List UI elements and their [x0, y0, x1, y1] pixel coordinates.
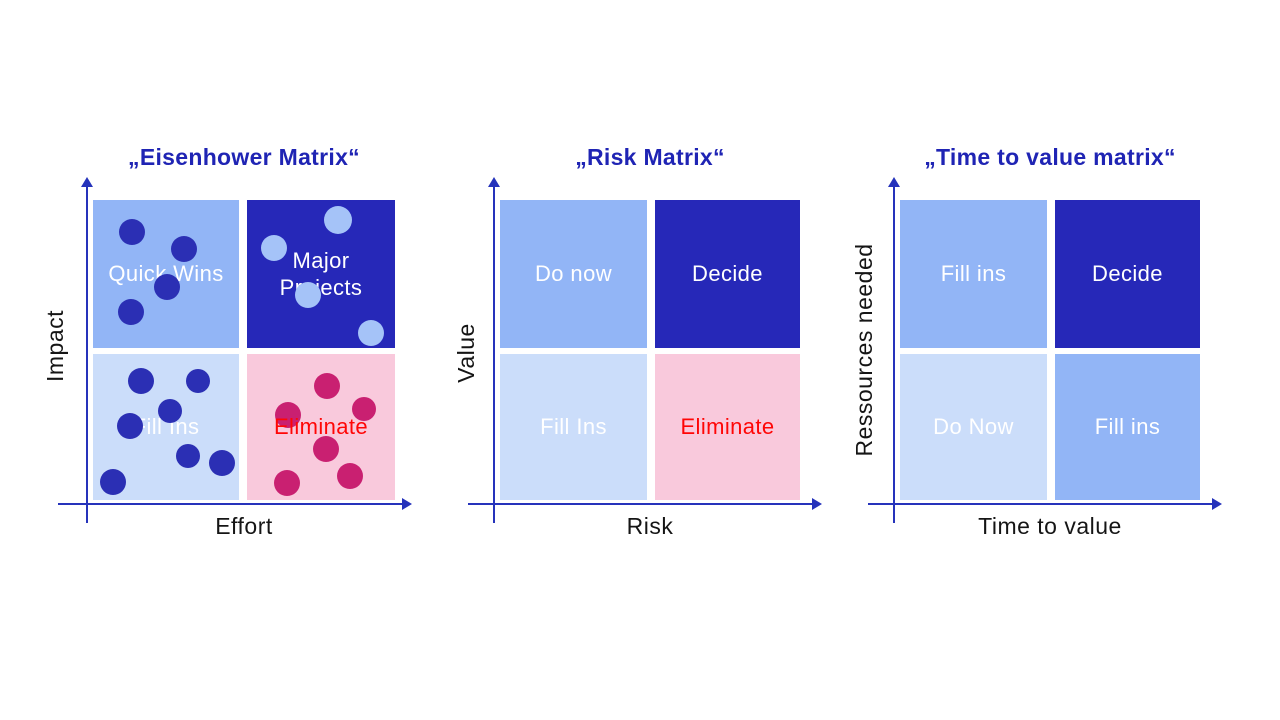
x-axis-arrow-icon	[1212, 498, 1222, 510]
y-axis	[893, 186, 895, 523]
quadrant-decide: Decide	[1055, 200, 1200, 348]
quadrant-label: Decide	[692, 261, 763, 287]
quadrant-do-now: Do now	[500, 200, 647, 348]
quadrant-label: Fill ins	[1094, 414, 1161, 440]
y-axis-arrow-icon	[81, 177, 93, 187]
matrix-title: „Risk Matrix“	[575, 144, 725, 170]
quadrant-decide: Decide	[655, 200, 800, 348]
matrix-title: „Eisenhower Matrix“	[128, 144, 360, 170]
y-axis-arrow-icon	[488, 177, 500, 187]
quadrant-label: Do Now	[933, 414, 1014, 440]
quadrant-eliminate: Eliminate	[655, 354, 800, 500]
quadrant-label: Eliminate	[273, 414, 369, 440]
quadrant-label: Fill Ins	[540, 414, 607, 440]
x-axis-arrow-icon	[812, 498, 822, 510]
x-axis-label: Effort	[215, 513, 273, 539]
quadrant-fill-ins: Fill Ins	[500, 354, 647, 500]
quadrant-label: Fill ins	[940, 261, 1007, 287]
quadrant-do-now: Do Now	[900, 354, 1047, 500]
x-axis	[58, 503, 404, 505]
x-axis	[868, 503, 1214, 505]
x-axis-arrow-icon	[402, 498, 412, 510]
x-axis	[468, 503, 814, 505]
y-axis-arrow-icon	[888, 177, 900, 187]
y-axis	[493, 186, 495, 523]
quadrant-label: Eliminate	[680, 414, 775, 440]
quadrant-fill-ins-bottom: Fill ins	[1055, 354, 1200, 500]
matrix-title: „Time to value matrix“	[924, 144, 1176, 170]
y-axis-label: Ressources needed	[851, 243, 877, 457]
x-axis-label: Time to value	[978, 513, 1122, 539]
quadrant-fill-ins-top: Fill ins	[900, 200, 1047, 348]
quadrant-label: Decide	[1092, 261, 1163, 287]
y-axis	[86, 186, 88, 523]
quadrant-label: Do now	[535, 261, 612, 287]
x-axis-label: Risk	[626, 513, 674, 539]
